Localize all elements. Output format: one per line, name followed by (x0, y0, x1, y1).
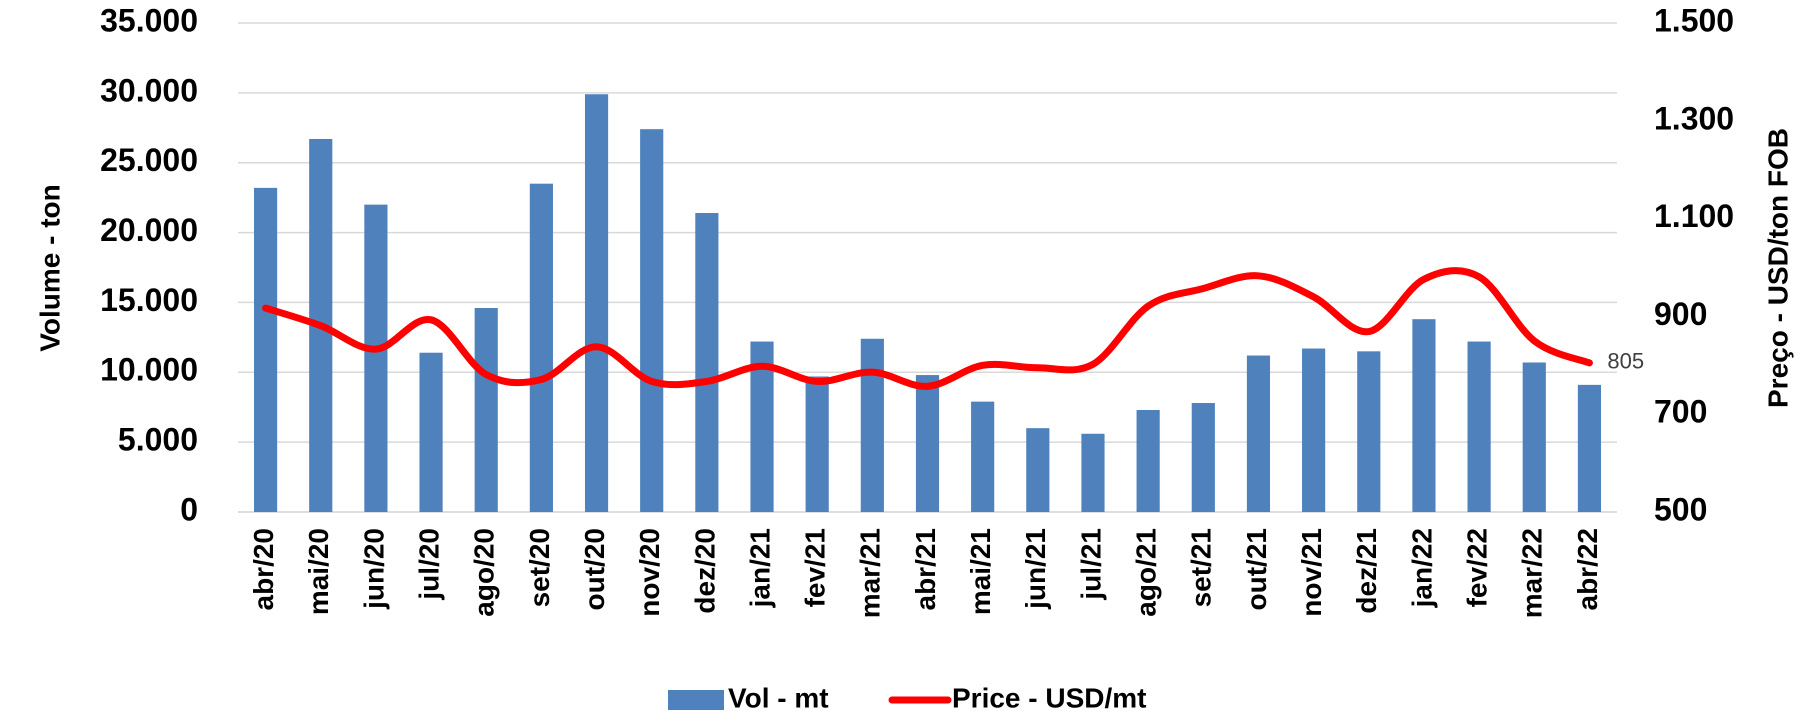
bar (1577, 384, 1602, 512)
bar (915, 375, 940, 512)
y2-axis-title: Preço - USD/ton FOB (1762, 128, 1793, 408)
y2-tick-label: 500 (1654, 491, 1707, 527)
x-tick-label: mai/21 (965, 528, 996, 615)
y-tick-label: 0 (180, 491, 198, 527)
x-tick-label: jun/20 (358, 528, 389, 610)
x-tick-label: abr/22 (1572, 528, 1603, 611)
x-tick-label: set/21 (1186, 528, 1217, 607)
bar (1302, 348, 1326, 512)
bar (640, 129, 664, 512)
y-axis-title: Volume - ton (34, 184, 65, 351)
y2-tick-label: 900 (1654, 296, 1707, 332)
y2-tick-label: 1.300 (1654, 100, 1734, 136)
y-tick-label: 5.000 (118, 422, 198, 458)
x-tick-label: dez/20 (689, 528, 720, 614)
x-tick-label: out/20 (579, 528, 610, 610)
y-tick-label: 15.000 (100, 282, 198, 318)
x-tick-label: mar/22 (1517, 528, 1548, 618)
y2-tick-label: 1.500 (1654, 2, 1734, 38)
x-tick-label: jan/21 (744, 528, 775, 608)
x-tick-label: abr/21 (910, 528, 941, 611)
x-tick-label: fev/21 (800, 528, 831, 607)
bar (695, 213, 719, 513)
bar (1191, 403, 1215, 512)
x-tick-label: jan/22 (1406, 528, 1437, 608)
x-tick-label: mai/20 (303, 528, 334, 615)
x-tick-label: out/21 (1241, 528, 1272, 610)
price-line (262, 267, 1593, 390)
bar (1467, 341, 1491, 512)
bar (253, 187, 278, 512)
x-tick-label: abr/20 (248, 528, 279, 611)
data-label: 805 (1607, 349, 1644, 374)
bar (1357, 351, 1381, 512)
bar (750, 341, 774, 512)
legend-swatch (668, 690, 724, 710)
bar (584, 94, 609, 513)
x-tick-label: mar/21 (855, 528, 886, 618)
legend-label: Price - USD/mt (952, 682, 1147, 713)
x-tick-label: dez/21 (1351, 528, 1382, 614)
y-tick-label: 10.000 (100, 352, 198, 388)
x-tick-label: fev/22 (1461, 528, 1492, 607)
x-tick-label: ago/20 (469, 528, 500, 617)
y2-tick-label: 700 (1654, 394, 1707, 430)
x-tick-label: nov/21 (1296, 528, 1327, 617)
bar (860, 338, 884, 512)
bar (1081, 433, 1105, 512)
bar (474, 308, 498, 512)
y-tick-label: 30.000 (100, 72, 198, 108)
x-tick-label: jun/21 (1020, 528, 1051, 610)
y2-tick-label: 1.100 (1654, 198, 1734, 234)
x-tick-label: ago/21 (1131, 528, 1162, 617)
bar (529, 183, 553, 512)
y-tick-label: 25.000 (100, 142, 198, 178)
bar (1136, 410, 1160, 512)
y-tick-label: 20.000 (100, 212, 198, 248)
bar (971, 401, 995, 512)
bar (805, 376, 829, 512)
bar (1412, 319, 1436, 512)
bar (1522, 362, 1546, 512)
legend-label: Vol - mt (728, 682, 829, 713)
bar (1246, 355, 1271, 512)
x-tick-label: jul/21 (1075, 528, 1106, 601)
x-tick-label: jul/20 (413, 528, 444, 601)
bar (419, 352, 443, 512)
x-tick-label: nov/20 (634, 528, 665, 617)
bar (364, 204, 388, 512)
y-tick-label: 35.000 (100, 2, 198, 38)
x-tick-label: set/20 (524, 528, 555, 607)
bar (1026, 428, 1050, 512)
